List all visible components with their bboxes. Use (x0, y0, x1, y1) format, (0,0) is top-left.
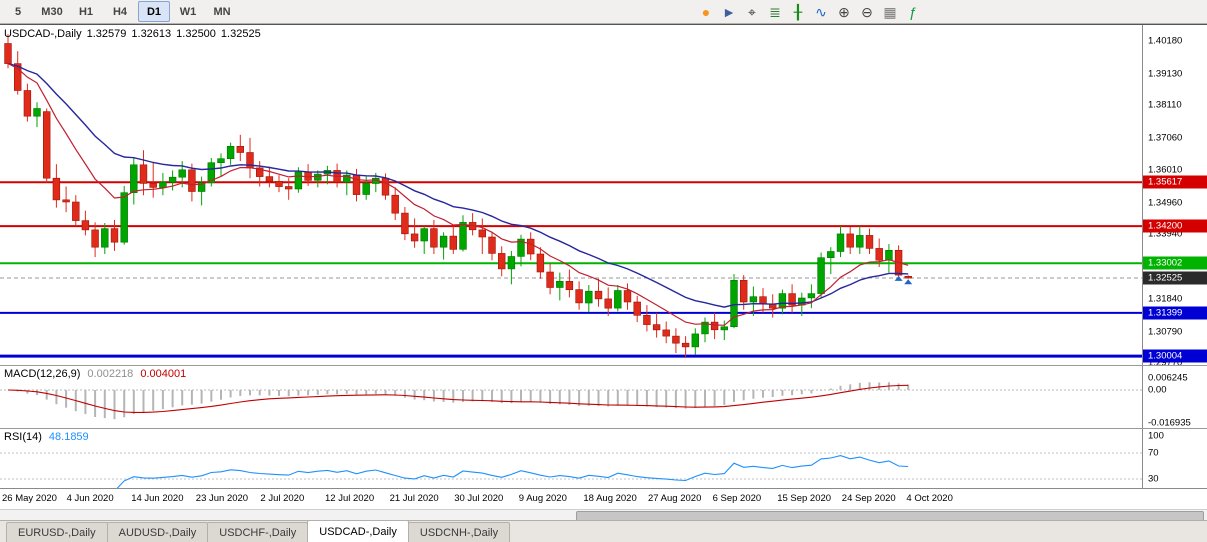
timeframe-button-d1[interactable]: D1 (138, 1, 170, 22)
zoom-out-icon[interactable]: ⊖ (861, 4, 873, 20)
timeframe-button-mn[interactable]: MN (213, 5, 231, 18)
price-level-badge: 1.31399 (1143, 306, 1207, 320)
date-axis-label: 21 Jul 2020 (389, 493, 439, 504)
macd-axis: 0.006245 0.00 -0.016935 (1142, 366, 1207, 428)
price-axis-label: 1.34960 (1148, 197, 1183, 209)
timeframe-button-h4[interactable]: H4 (112, 5, 128, 18)
chart-tabs-bar: EURUSD-,Daily AUDUSD-,Daily USDCHF-,Daily U… (0, 520, 1207, 542)
rsi-title: RSI(14) 48.1859 (4, 431, 89, 443)
date-axis-label: 27 Aug 2020 (648, 493, 702, 504)
chart-tab-usdchf[interactable]: USDCHF-,Daily (207, 522, 309, 542)
date-axis-label: 24 Sep 2020 (841, 493, 896, 504)
trade-arrow-icon (894, 275, 903, 281)
price-axis: 1.40180 1.39130 1.38110 1.37060 1.36010 1.349… (1142, 25, 1207, 365)
trade-arrow-icon (904, 279, 913, 285)
price-axis-label: 1.31840 (1148, 293, 1183, 305)
rsi-canvas[interactable] (0, 429, 1143, 488)
toolbar-icons: ● ► ⌖ ≣ ╂ ∿ ⊕ ⊖ ▦ ƒ (697, 0, 922, 24)
rsi-line (116, 455, 909, 488)
rsi-label: RSI(14) (4, 431, 42, 443)
ma-fast-line (7, 63, 909, 326)
current-price-badge: 1.32525 (1143, 271, 1207, 285)
crosshair-icon[interactable]: ⌖ (748, 4, 756, 20)
timeframe-button-w1[interactable]: W1 (179, 5, 197, 18)
macd-axis-label: 0.006245 (1148, 372, 1188, 384)
price-axis-label: 1.40180 (1148, 35, 1183, 47)
price-axis-label: 1.37060 (1148, 132, 1183, 144)
date-axis-label: 6 Sep 2020 (712, 493, 762, 504)
macd-label: MACD(12,26,9) (4, 368, 81, 380)
price-chart-panel: USDCAD-,Daily 1.32579 1.32613 1.32500 1.3252… (0, 24, 1207, 366)
rsi-indicator-panel: RSI(14) 48.1859 100 70 30 (0, 429, 1207, 489)
timeframe-button-5[interactable]: 5 (14, 5, 22, 18)
rsi-value: 48.1859 (48, 431, 89, 443)
indicators-icon[interactable]: ƒ (909, 4, 917, 20)
timeframe-buttons: 5 M30 H1 H4 D1 W1 MN (0, 1, 239, 22)
line-chart-icon[interactable]: ∿ (815, 4, 827, 20)
chart-tab-usdcnh[interactable]: USDCNH-,Daily (407, 522, 511, 542)
macd-signal-value: 0.004001 (140, 368, 187, 380)
price-level-badge: 1.30004 (1143, 349, 1207, 363)
timeframe-toolbar: 5 M30 H1 H4 D1 W1 MN ● ► ⌖ ≣ ╂ ∿ ⊕ ⊖ ▦ ƒ (0, 0, 1207, 24)
chart-close-value: 1.32525 (220, 28, 261, 40)
date-axis-label: 23 Jun 2020 (195, 493, 249, 504)
macd-axis-label: 0.00 (1148, 384, 1167, 396)
candlesticks (4, 34, 912, 358)
timeframe-button-h1[interactable]: H1 (78, 5, 94, 18)
price-axis-label: 1.39130 (1148, 68, 1183, 79)
chart-symbol-period: USDCAD-,Daily (4, 28, 82, 40)
macd-signal-line (7, 384, 909, 413)
chart-open-value: 1.32579 (86, 28, 127, 40)
price-axis-label: 1.30790 (1148, 326, 1183, 338)
grid-icon[interactable]: ▦ (883, 4, 897, 20)
rsi-axis-label: 100 (1148, 430, 1164, 442)
broker-logo-icon[interactable]: ● (701, 4, 711, 20)
macd-title: MACD(12,26,9) 0.002218 0.004001 (4, 368, 186, 380)
date-axis-label: 30 Jul 2020 (454, 493, 504, 504)
macd-histogram (16, 382, 910, 420)
date-axis-label: 12 Jul 2020 (325, 493, 375, 504)
price-axis-label: 1.36010 (1148, 164, 1183, 176)
chart-low-value: 1.32500 (176, 28, 216, 40)
macd-axis-label: -0.016935 (1148, 417, 1191, 429)
date-axis-label: 15 Sep 2020 (777, 493, 832, 504)
cursor-icon[interactable]: ► (722, 4, 736, 20)
chart-title: USDCAD-,Daily 1.32579 1.32613 1.32500 1.3252… (4, 28, 266, 40)
price-level-badge: 1.33002 (1143, 256, 1207, 270)
date-axis-label: 4 Jun 2020 (66, 493, 114, 504)
date-axis-label: 4 Oct 2020 (906, 493, 953, 504)
chart-horizontal-scrollbar[interactable] (0, 509, 1207, 521)
price-axis-label: 1.38110 (1148, 99, 1182, 111)
price-chart-canvas[interactable] (0, 25, 1143, 366)
chart-high-value: 1.32613 (131, 28, 172, 40)
bar-chart-icon[interactable]: ≣ (769, 4, 781, 20)
date-axis-label: 9 Aug 2020 (518, 493, 567, 504)
date-axis-label: 26 May 2020 (2, 493, 57, 504)
price-level-badge: 1.34200 (1143, 219, 1207, 233)
rsi-axis-label: 30 (1148, 473, 1159, 485)
timeframe-button-m30[interactable]: M30 (41, 5, 63, 18)
zoom-in-icon[interactable]: ⊕ (838, 4, 850, 20)
rsi-axis-label: 70 (1148, 447, 1159, 459)
date-axis-label: 14 Jun 2020 (131, 493, 184, 504)
macd-canvas[interactable] (0, 366, 1143, 428)
price-axis-label: 1.33940 (1148, 228, 1183, 240)
macd-indicator-panel: MACD(12,26,9) 0.002218 0.004001 0.006245 0.… (0, 366, 1207, 429)
price-level-badge: 1.35617 (1143, 175, 1207, 189)
macd-main-value: 0.002218 (87, 368, 134, 380)
rsi-axis: 100 70 30 (1142, 429, 1207, 488)
chart-tab-audusd[interactable]: AUDUSD-,Daily (106, 522, 209, 542)
chart-tab-eurusd[interactable]: EURUSD-,Daily (6, 522, 108, 542)
time-axis: 26 May 2020 4 Jun 2020 14 Jun 2020 23 Jun 2… (0, 489, 1207, 509)
chart-tab-usdcad[interactable]: USDCAD-,Daily (307, 520, 409, 542)
date-axis-label: 18 Aug 2020 (583, 493, 637, 504)
ma-slow-line (7, 62, 909, 308)
candlestick-chart-icon[interactable]: ╂ (793, 4, 803, 20)
date-axis-label: 2 Jul 2020 (260, 493, 305, 504)
